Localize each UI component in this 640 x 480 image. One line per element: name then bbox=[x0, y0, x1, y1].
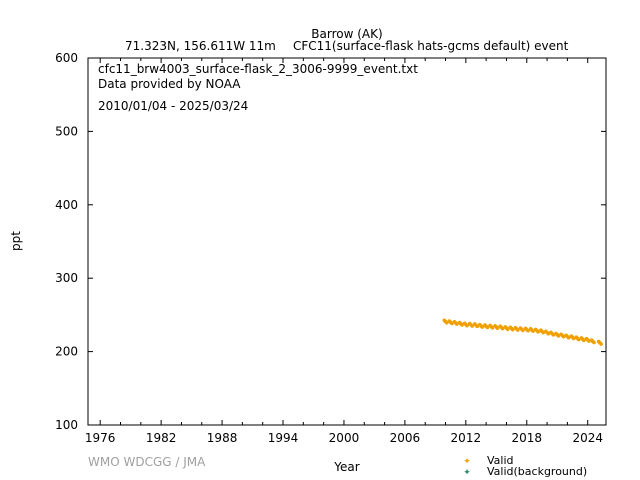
data-point bbox=[460, 323, 464, 327]
data-point bbox=[599, 342, 603, 346]
data-point bbox=[485, 325, 490, 330]
legend-background-marker: ✦ bbox=[463, 468, 471, 478]
x-tick-label: 1976 bbox=[85, 431, 116, 445]
y-tick-label: 300 bbox=[55, 271, 78, 285]
x-tick-label: 1982 bbox=[146, 431, 177, 445]
x-tick-label: 2024 bbox=[572, 431, 603, 445]
legend-background-label: Valid(background) bbox=[487, 465, 587, 478]
data-point bbox=[516, 328, 520, 332]
data-point bbox=[510, 327, 515, 332]
credit-label: WMO WDCGG / JMA bbox=[88, 455, 206, 469]
data-point bbox=[500, 326, 505, 331]
data-point bbox=[444, 320, 449, 325]
x-tick-label: 1994 bbox=[268, 431, 299, 445]
x-axis: 1976 1982 1988 1994 2000 2006 2012 2018 2024 bbox=[85, 58, 603, 445]
data-point bbox=[531, 329, 535, 333]
data-point bbox=[480, 325, 485, 329]
data-point bbox=[505, 327, 510, 332]
x-tick-label: 2018 bbox=[512, 431, 543, 445]
data-point bbox=[490, 326, 495, 330]
data-point bbox=[495, 326, 500, 331]
data-point bbox=[470, 324, 474, 328]
x-tick-label: 1988 bbox=[207, 431, 238, 445]
filename-note: cfc11_brw4003_surface-flask_2_3006-9999_… bbox=[98, 62, 418, 76]
x-tick-label: 2006 bbox=[390, 431, 421, 445]
y-axis: 100 200 300 400 500 600 bbox=[55, 51, 606, 432]
data-point bbox=[450, 321, 454, 326]
y-tick-label: 500 bbox=[55, 124, 78, 138]
legend-valid-label: Valid bbox=[487, 454, 514, 467]
legend-valid-marker: ✦ bbox=[463, 457, 471, 467]
location-label: 71.323N, 156.611W 11m bbox=[125, 39, 276, 53]
y-axis-label: ppt bbox=[9, 231, 23, 251]
data-point bbox=[475, 324, 480, 329]
species-label: CFC11(surface-flask hats-gcms default) e… bbox=[293, 39, 569, 53]
data-point bbox=[455, 322, 459, 326]
data-point bbox=[536, 330, 540, 334]
x-tick-label: 2012 bbox=[451, 431, 482, 445]
date-range-note: 2010/01/04 - 2025/03/24 bbox=[98, 99, 248, 113]
station-title: Barrow (AK) bbox=[311, 27, 382, 41]
data-point bbox=[566, 335, 571, 340]
x-axis-label: Year bbox=[333, 460, 359, 474]
data-point bbox=[521, 328, 525, 333]
data-points bbox=[442, 318, 603, 346]
y-tick-label: 200 bbox=[55, 345, 78, 359]
data-point bbox=[576, 337, 581, 342]
plot-frame bbox=[87, 57, 607, 426]
data-point bbox=[526, 328, 530, 333]
data-point bbox=[592, 340, 596, 345]
legend: ✦ Valid ✦ Valid(background) bbox=[463, 454, 587, 478]
x-tick-label: 2000 bbox=[329, 431, 360, 445]
y-tick-label: 400 bbox=[55, 198, 78, 212]
y-tick-label: 100 bbox=[55, 418, 78, 432]
data-point bbox=[556, 334, 561, 338]
y-tick-label: 600 bbox=[55, 51, 78, 65]
provider-note: Data provided by NOAA bbox=[98, 77, 241, 91]
data-point bbox=[465, 323, 469, 328]
data-point bbox=[582, 338, 586, 343]
